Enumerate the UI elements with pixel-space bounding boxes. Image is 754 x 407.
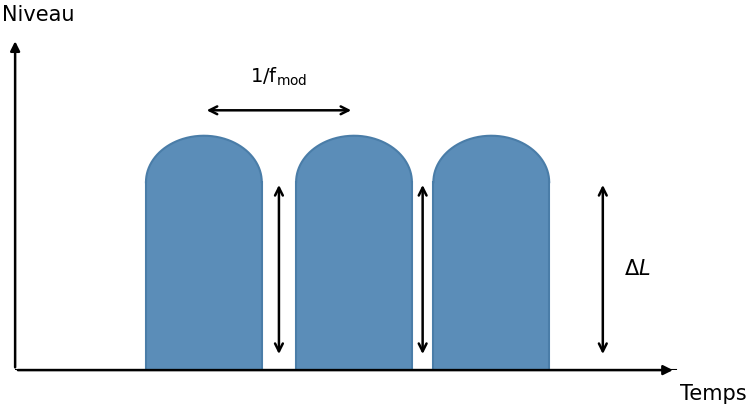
- Polygon shape: [434, 136, 549, 370]
- Polygon shape: [296, 136, 412, 370]
- Text: Temps: Temps: [680, 385, 746, 405]
- Text: $\mathregular{1/f}_{\mathregular{mod}}$: $\mathregular{1/f}_{\mathregular{mod}}$: [250, 66, 308, 88]
- Text: $\Delta L$: $\Delta L$: [624, 260, 651, 280]
- Text: Niveau: Niveau: [2, 5, 75, 25]
- Polygon shape: [146, 136, 262, 370]
